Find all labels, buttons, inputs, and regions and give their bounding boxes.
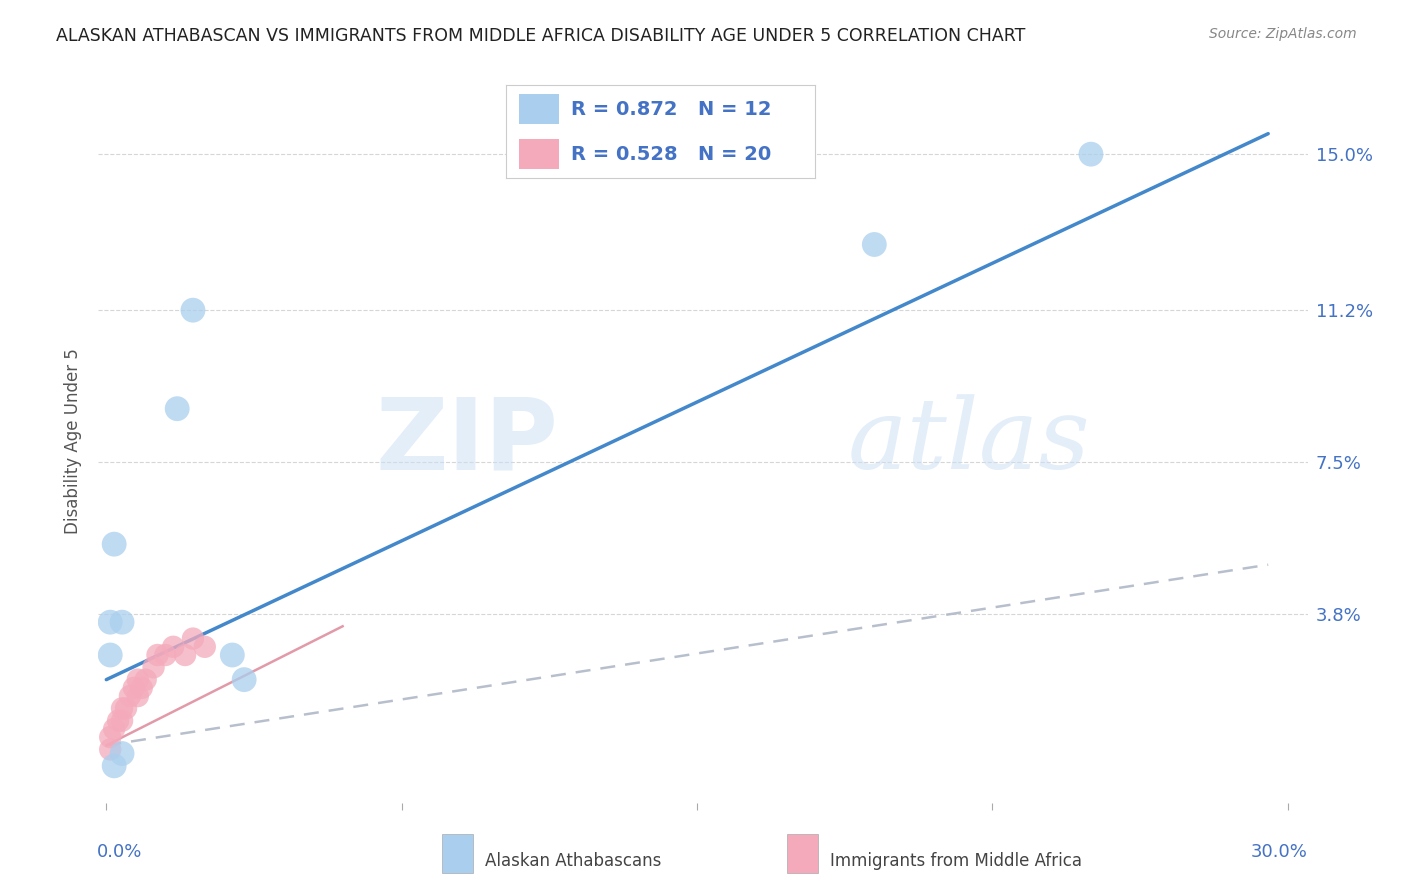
Y-axis label: Disability Age Under 5: Disability Age Under 5 (65, 349, 83, 534)
Text: Source: ZipAtlas.com: Source: ZipAtlas.com (1209, 27, 1357, 41)
Point (127, 689, 149, 703)
Text: R = 0.872: R = 0.872 (571, 100, 678, 119)
Text: R = 0.528: R = 0.528 (571, 145, 678, 163)
Point (111, 747, 134, 761)
Point (103, 537, 125, 551)
Point (98, 648, 121, 662)
Point (98, 730, 121, 744)
Point (162, 640, 184, 654)
Point (221, 648, 243, 662)
Text: atlas: atlas (848, 394, 1091, 489)
FancyBboxPatch shape (519, 139, 558, 169)
Point (111, 701, 134, 715)
Text: N = 20: N = 20 (697, 145, 770, 163)
Point (111, 714, 134, 728)
Point (103, 722, 125, 736)
Point (115, 701, 138, 715)
Text: N = 12: N = 12 (697, 100, 772, 119)
Text: Alaskan Athabascans: Alaskan Athabascans (485, 852, 661, 870)
Text: ZIP: ZIP (375, 393, 558, 490)
Point (103, 759, 125, 773)
Point (122, 681, 145, 695)
Point (111, 615, 134, 630)
Point (181, 632, 204, 646)
Point (142, 660, 165, 674)
Point (166, 401, 188, 416)
Point (174, 648, 197, 662)
Point (98, 615, 121, 630)
FancyBboxPatch shape (519, 95, 558, 124)
Point (1080, 147, 1102, 161)
Point (146, 648, 169, 662)
Point (194, 640, 217, 654)
Point (155, 648, 177, 662)
Point (233, 673, 256, 687)
Text: 0.0%: 0.0% (97, 843, 142, 861)
Text: 30.0%: 30.0% (1251, 843, 1308, 861)
Point (863, 237, 886, 252)
Text: ALASKAN ATHABASCAN VS IMMIGRANTS FROM MIDDLE AFRICA DISABILITY AGE UNDER 5 CORRE: ALASKAN ATHABASCAN VS IMMIGRANTS FROM MI… (56, 27, 1025, 45)
Point (127, 673, 149, 687)
Point (131, 681, 153, 695)
Point (98, 742, 121, 756)
Point (107, 714, 129, 728)
Point (135, 673, 157, 687)
Point (118, 689, 141, 703)
Text: Immigrants from Middle Africa: Immigrants from Middle Africa (830, 852, 1081, 870)
Point (181, 303, 204, 318)
